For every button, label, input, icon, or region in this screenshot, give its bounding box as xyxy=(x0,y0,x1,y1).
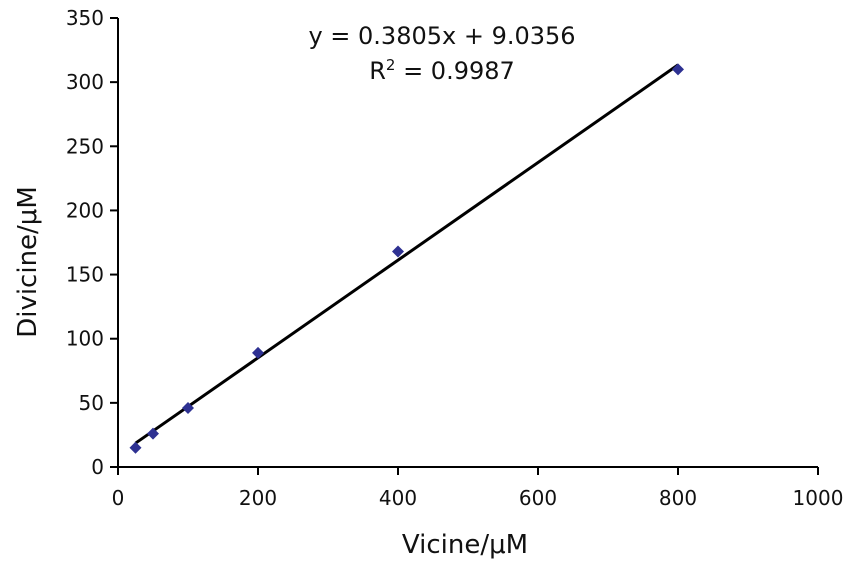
trendline xyxy=(134,63,679,445)
y-tick-label: 150 xyxy=(66,263,104,287)
trendline-equation: y = 0.3805x + 9.0356 xyxy=(308,22,575,50)
r-squared-label: R2 = 0.9987 xyxy=(369,56,515,85)
y-tick-label: 100 xyxy=(66,327,104,351)
data-point xyxy=(147,427,159,440)
x-ticks: 0 200 400 600 800 1000 xyxy=(112,467,844,510)
y-tick-label: 0 xyxy=(91,455,104,479)
x-tick-label: 1000 xyxy=(793,486,844,510)
x-tick-label: 800 xyxy=(659,486,697,510)
x-tick-label: 0 xyxy=(112,486,125,510)
r-squared-prefix: R xyxy=(369,57,386,85)
y-tick-label: 200 xyxy=(66,198,104,222)
trendline-group xyxy=(134,63,679,445)
y-tick-label: 300 xyxy=(66,70,104,94)
y-tick-label: 250 xyxy=(66,134,104,158)
data-point xyxy=(392,245,404,258)
y-tick-label: 350 xyxy=(66,6,104,30)
data-points xyxy=(129,63,684,454)
y-tick-label: 50 xyxy=(79,391,104,415)
x-tick-label: 400 xyxy=(379,486,417,510)
axes xyxy=(117,18,818,468)
data-point xyxy=(182,401,194,414)
data-point xyxy=(129,441,142,454)
y-ticks: 0 50 100 150 200 250 300 350 xyxy=(66,6,118,479)
r-squared-value: = 0.9987 xyxy=(395,57,514,85)
y-axis-title: Divicine/μM xyxy=(13,186,43,338)
x-axis-title: Vicine/μM xyxy=(402,530,528,560)
r-squared-superscript: 2 xyxy=(386,56,396,74)
data-point xyxy=(252,346,264,359)
x-tick-label: 200 xyxy=(239,486,277,510)
x-tick-label: 600 xyxy=(519,486,557,510)
data-point xyxy=(672,63,684,76)
